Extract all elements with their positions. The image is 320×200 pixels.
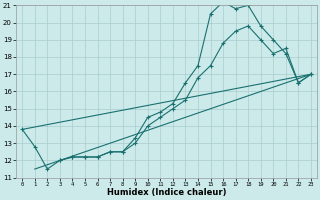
- X-axis label: Humidex (Indice chaleur): Humidex (Indice chaleur): [107, 188, 226, 197]
